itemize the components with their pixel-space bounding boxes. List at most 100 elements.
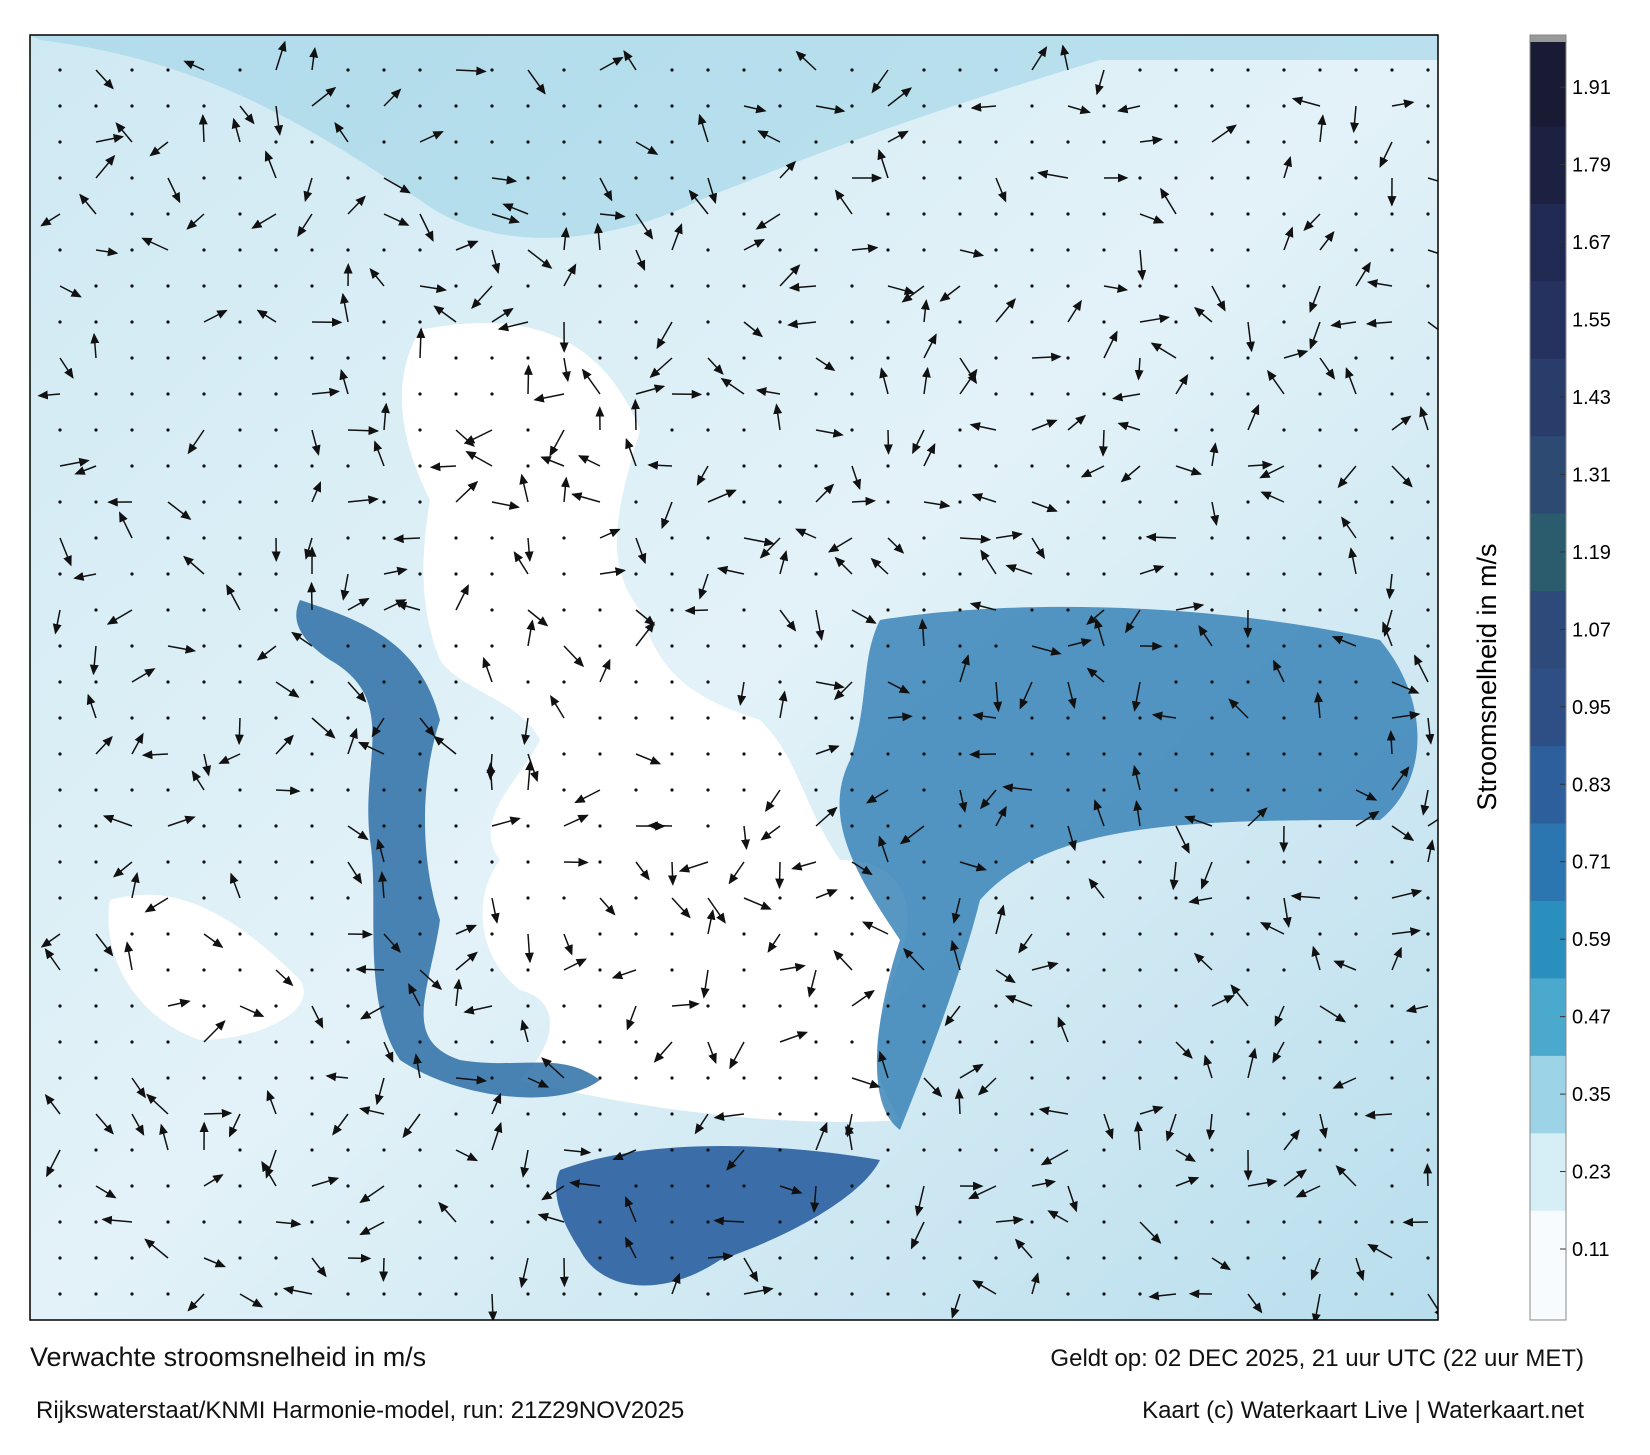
dot: [490, 1256, 493, 1259]
dot: [994, 248, 997, 251]
dot: [1138, 500, 1141, 503]
dot: [778, 104, 781, 107]
dot: [562, 68, 565, 71]
dot: [1138, 1256, 1141, 1259]
dot: [850, 68, 853, 71]
dot: [310, 464, 313, 467]
dot: [1030, 1148, 1033, 1151]
dot: [958, 104, 961, 107]
dot: [670, 644, 673, 647]
dot: [418, 1148, 421, 1151]
dot: [1174, 932, 1177, 935]
dot: [310, 968, 313, 971]
dot: [922, 140, 925, 143]
dot: [1066, 464, 1069, 467]
arrow: [239, 718, 240, 744]
dot: [1138, 716, 1141, 719]
arrow: [348, 430, 378, 431]
dot: [274, 428, 277, 431]
dot: [202, 608, 205, 611]
dot: [814, 1040, 817, 1043]
dot: [238, 428, 241, 431]
dot: [166, 788, 169, 791]
dot: [238, 680, 241, 683]
dot: [562, 212, 565, 215]
dot: [454, 572, 457, 575]
dot: [850, 1184, 853, 1187]
dot: [166, 68, 169, 71]
dot: [1354, 1004, 1357, 1007]
dot: [706, 644, 709, 647]
colorbar-tick-label: 1.07: [1572, 619, 1611, 641]
dot: [346, 176, 349, 179]
dot: [454, 1292, 457, 1295]
dot: [346, 1292, 349, 1295]
dot: [382, 1148, 385, 1151]
dot: [418, 788, 421, 791]
dot: [562, 176, 565, 179]
dot: [526, 824, 529, 827]
dot: [1030, 752, 1033, 755]
dot: [1390, 1292, 1393, 1295]
dot: [742, 176, 745, 179]
dot: [490, 572, 493, 575]
dot: [1354, 68, 1357, 71]
dot: [382, 824, 385, 827]
dot: [922, 1292, 925, 1295]
dot: [778, 644, 781, 647]
colorbar-tick-label: 0.95: [1572, 697, 1611, 719]
dot: [94, 968, 97, 971]
dot: [706, 1004, 709, 1007]
dot: [490, 716, 493, 719]
dot: [202, 356, 205, 359]
dot: [886, 1292, 889, 1295]
dot: [922, 1256, 925, 1259]
dot: [418, 644, 421, 647]
dot: [1210, 428, 1213, 431]
dot: [1174, 1004, 1177, 1007]
dot: [1354, 140, 1357, 143]
dot: [706, 716, 709, 719]
dot: [1102, 1220, 1105, 1223]
dot: [670, 680, 673, 683]
dot: [1354, 356, 1357, 359]
dot: [382, 788, 385, 791]
dot: [634, 104, 637, 107]
dot: [670, 1256, 673, 1259]
dot: [94, 1292, 97, 1295]
dot: [814, 464, 817, 467]
dot: [1174, 68, 1177, 71]
dot: [1210, 1148, 1213, 1151]
dot: [958, 500, 961, 503]
dot: [778, 356, 781, 359]
dot: [1138, 176, 1141, 179]
dot: [850, 788, 853, 791]
colorbar-band: [1530, 1210, 1566, 1320]
dot: [1066, 392, 1069, 395]
dot: [994, 896, 997, 899]
dot: [1030, 140, 1033, 143]
dot: [418, 176, 421, 179]
dot: [238, 68, 241, 71]
dot: [454, 284, 457, 287]
dot: [1246, 644, 1249, 647]
dot: [778, 1292, 781, 1295]
dot: [166, 1220, 169, 1223]
dot: [1426, 1040, 1429, 1043]
dot: [670, 212, 673, 215]
dot: [1102, 1292, 1105, 1295]
dot: [850, 320, 853, 323]
dot: [166, 608, 169, 611]
dot: [130, 248, 133, 251]
dot: [382, 1292, 385, 1295]
dot: [346, 1184, 349, 1187]
dot: [526, 140, 529, 143]
dot: [706, 752, 709, 755]
dot: [958, 1148, 961, 1151]
dot: [274, 932, 277, 935]
dot: [526, 860, 529, 863]
colorbar-cap: [1530, 35, 1566, 42]
dot: [1318, 680, 1321, 683]
dot: [1102, 1256, 1105, 1259]
